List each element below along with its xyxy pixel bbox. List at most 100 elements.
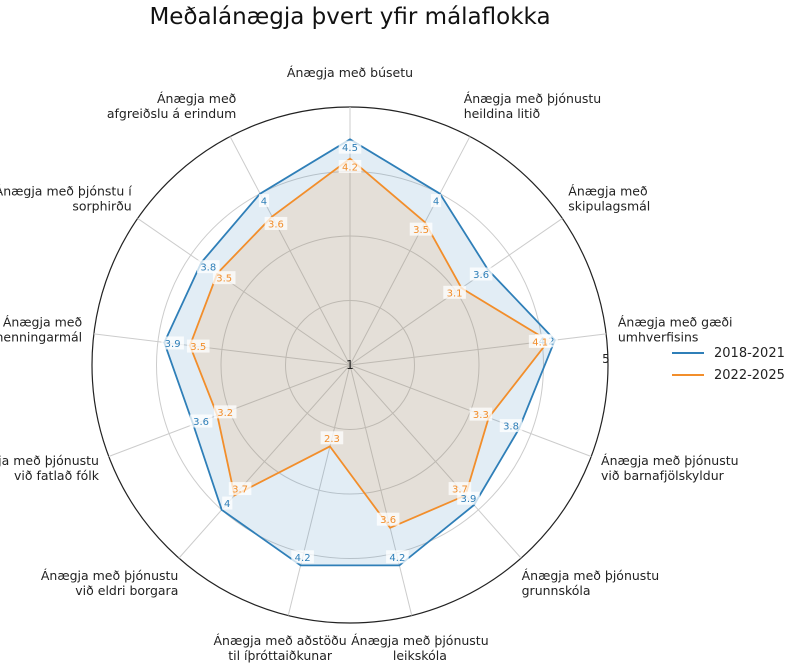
axis-spoke bbox=[137, 218, 351, 366]
data-label-bg bbox=[469, 407, 493, 421]
data-label-text: 3.6 bbox=[380, 515, 396, 526]
data-label-bg bbox=[222, 496, 233, 510]
data-label: 3.5 bbox=[212, 271, 236, 285]
legend-label: 2018-2021 bbox=[714, 345, 785, 361]
axis-label: Ánægja með menningarmál bbox=[0, 314, 82, 344]
data-label-bg bbox=[338, 140, 362, 154]
r-tick-label: 5 bbox=[602, 352, 610, 366]
axis-label: Ánægja með þjónustu leikskóla bbox=[351, 633, 489, 663]
data-label-text: 3.1 bbox=[447, 288, 463, 299]
data-label-bg bbox=[189, 414, 213, 428]
axis-spoke bbox=[349, 136, 471, 366]
data-label: 4.2 bbox=[338, 159, 362, 173]
axis-spoke bbox=[178, 364, 351, 559]
data-label: 3.6 bbox=[376, 512, 400, 526]
data-label: 3.8 bbox=[499, 419, 523, 433]
data-label-bg bbox=[186, 339, 210, 353]
series-polygon-2 bbox=[188, 157, 550, 529]
axis-spoke bbox=[229, 136, 351, 366]
data-label-bg bbox=[338, 159, 362, 173]
data-label-bg bbox=[409, 222, 433, 236]
legend-swatch bbox=[672, 352, 704, 354]
data-label: 4 bbox=[258, 194, 270, 208]
axis-label: Ánægja með þjónustu við eldri borgara bbox=[41, 568, 179, 598]
data-label-text: 3.7 bbox=[452, 485, 468, 496]
data-label-text: 4.1 bbox=[532, 337, 548, 348]
data-label: 3.7 bbox=[448, 482, 472, 496]
axis-spoke bbox=[349, 364, 413, 616]
chart-title: Meðalánægja þvert yfir málaflokka bbox=[149, 4, 551, 30]
data-label: 4.2 bbox=[291, 550, 314, 564]
data-label: 3.8 bbox=[196, 260, 220, 274]
data-label-bg bbox=[376, 512, 400, 526]
data-label-text: 3.3 bbox=[473, 410, 489, 421]
axis-label: Ánægja með gæði umhverfisins bbox=[618, 314, 733, 344]
axis-label: Ánægja með þjónustu við barnafjölskyldur bbox=[601, 453, 739, 483]
data-label: 2.3 bbox=[320, 431, 344, 445]
data-label: 3.6 bbox=[189, 414, 213, 428]
axis-label: Ánægja með þjónstu í sorphirðu bbox=[0, 184, 132, 214]
data-label-text: 3.8 bbox=[503, 422, 519, 433]
data-label-bg bbox=[213, 405, 237, 419]
data-label: 4 bbox=[222, 496, 233, 510]
data-label: 3.7 bbox=[228, 482, 252, 496]
axis-label: Ánægja með skipulagsmál bbox=[568, 184, 650, 214]
data-label: 3.5 bbox=[186, 339, 210, 353]
axis-label: Ánægja með afgreiðslu á erindum bbox=[107, 91, 236, 121]
data-label-bg bbox=[320, 431, 344, 445]
data-label-text: 3.6 bbox=[193, 417, 209, 428]
data-label-bg bbox=[264, 216, 288, 230]
data-label-bg bbox=[499, 419, 523, 433]
data-label-text: 3.6 bbox=[473, 270, 489, 281]
data-label-text: 4 bbox=[433, 197, 439, 208]
legend: 2018-2021 2022-2025 bbox=[672, 342, 785, 386]
legend-swatch bbox=[672, 374, 704, 376]
legend-item-2: 2022-2025 bbox=[672, 364, 785, 386]
data-label-bg bbox=[228, 482, 252, 496]
data-label: 3.2 bbox=[213, 405, 237, 419]
data-label-text: 3.6 bbox=[268, 219, 284, 230]
series-polygon-1 bbox=[163, 138, 556, 567]
data-label: 3.6 bbox=[469, 267, 493, 281]
data-label-text: 4.5 bbox=[342, 143, 358, 154]
data-label: 3.6 bbox=[264, 216, 288, 230]
data-label-bg bbox=[258, 194, 270, 208]
data-label-text: 3.8 bbox=[200, 263, 216, 274]
r-tick-label: 1 bbox=[346, 358, 354, 372]
data-label-bg bbox=[443, 285, 466, 299]
data-label-text: 4 bbox=[261, 197, 267, 208]
legend-label: 2022-2025 bbox=[714, 367, 785, 383]
data-label-text: 3.5 bbox=[216, 274, 232, 285]
data-label-bg bbox=[196, 260, 220, 274]
data-label-text: 2.3 bbox=[324, 434, 340, 445]
axis-spoke bbox=[349, 364, 522, 559]
data-label-bg bbox=[386, 550, 409, 564]
data-label-text: 3.7 bbox=[232, 485, 248, 496]
data-label-bg bbox=[469, 267, 493, 281]
data-label-text: 3.5 bbox=[190, 342, 206, 353]
axis-spoke bbox=[287, 364, 351, 616]
data-label: 4 bbox=[430, 194, 442, 208]
data-label-text: 3.5 bbox=[413, 225, 429, 236]
axis-spoke bbox=[349, 333, 607, 366]
data-label: 3.5 bbox=[409, 222, 433, 236]
data-label: 4.5 bbox=[338, 140, 362, 154]
data-label-text: 4 bbox=[224, 499, 230, 510]
axis-label: Ánægja með aðstöðu til íþróttaiðkunar bbox=[214, 633, 347, 663]
data-label-bg bbox=[291, 550, 314, 564]
data-label-text: 4.2 bbox=[389, 553, 405, 564]
data-label: 3.1 bbox=[443, 285, 466, 299]
data-label-bg bbox=[161, 336, 184, 350]
data-label-bg bbox=[430, 194, 442, 208]
axis-label: Ánægja með þjónustu grunnskóla bbox=[522, 568, 660, 598]
data-label-text: 3.9 bbox=[165, 339, 181, 350]
data-label-text: 3.9 bbox=[461, 494, 477, 505]
data-label: 4.2 bbox=[386, 550, 409, 564]
axis-label: Ánægja með búsetu bbox=[287, 65, 413, 80]
data-label: 3.3 bbox=[469, 407, 493, 421]
data-label-bg bbox=[212, 271, 236, 285]
data-label: 3.9 bbox=[161, 336, 184, 350]
data-label: 4.1 bbox=[528, 334, 552, 348]
